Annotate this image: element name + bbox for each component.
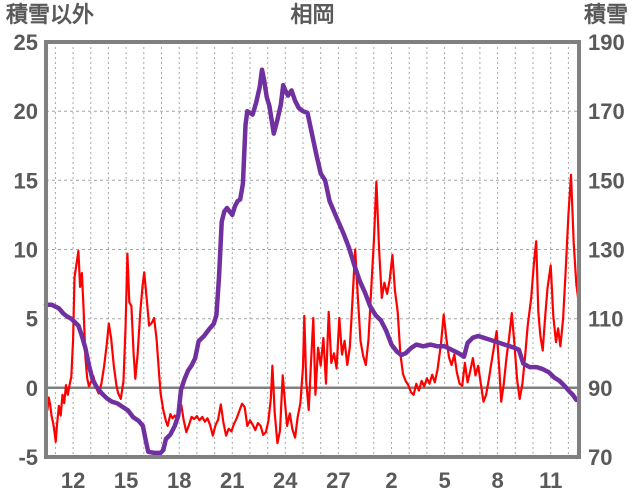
svg-text:130: 130 (588, 238, 625, 263)
svg-text:70: 70 (588, 445, 612, 470)
svg-text:0: 0 (26, 376, 38, 401)
svg-text:170: 170 (588, 99, 625, 124)
series-sekisetsu-line (43, 67, 579, 456)
svg-text:12: 12 (61, 468, 85, 493)
svg-text:11: 11 (539, 468, 562, 493)
svg-text:2: 2 (385, 468, 397, 493)
svg-text:27: 27 (326, 468, 350, 493)
svg-text:21: 21 (220, 468, 244, 493)
svg-text:15: 15 (114, 468, 138, 493)
svg-text:18: 18 (167, 468, 191, 493)
series-sekisetsu-igai-line (44, 173, 580, 445)
chart-title: 相岡 (290, 2, 335, 27)
x-axis-tick-labels: 12 15 18 21 24 27 2 5 8 11 (61, 468, 562, 493)
right-axis-tick-labels: 190 170 150 130 110 90 70 (588, 30, 625, 470)
svg-text:-5: -5 (18, 445, 38, 470)
left-axis-title: 積雪以外 (6, 2, 95, 27)
svg-text:190: 190 (588, 30, 625, 55)
svg-text:5: 5 (26, 307, 38, 332)
svg-text:90: 90 (588, 376, 612, 401)
svg-text:8: 8 (491, 468, 503, 493)
svg-text:24: 24 (273, 468, 298, 493)
plot-border (44, 40, 581, 459)
svg-text:20: 20 (14, 99, 38, 124)
svg-text:110: 110 (588, 307, 624, 332)
svg-text:5: 5 (438, 468, 450, 493)
right-axis-title: 積雪 (583, 2, 628, 27)
svg-text:15: 15 (14, 168, 38, 193)
left-axis-tick-labels: 25 20 15 10 5 0 -5 (14, 30, 38, 470)
svg-text:10: 10 (14, 238, 38, 263)
svg-text:150: 150 (588, 168, 625, 193)
svg-text:25: 25 (14, 30, 38, 55)
